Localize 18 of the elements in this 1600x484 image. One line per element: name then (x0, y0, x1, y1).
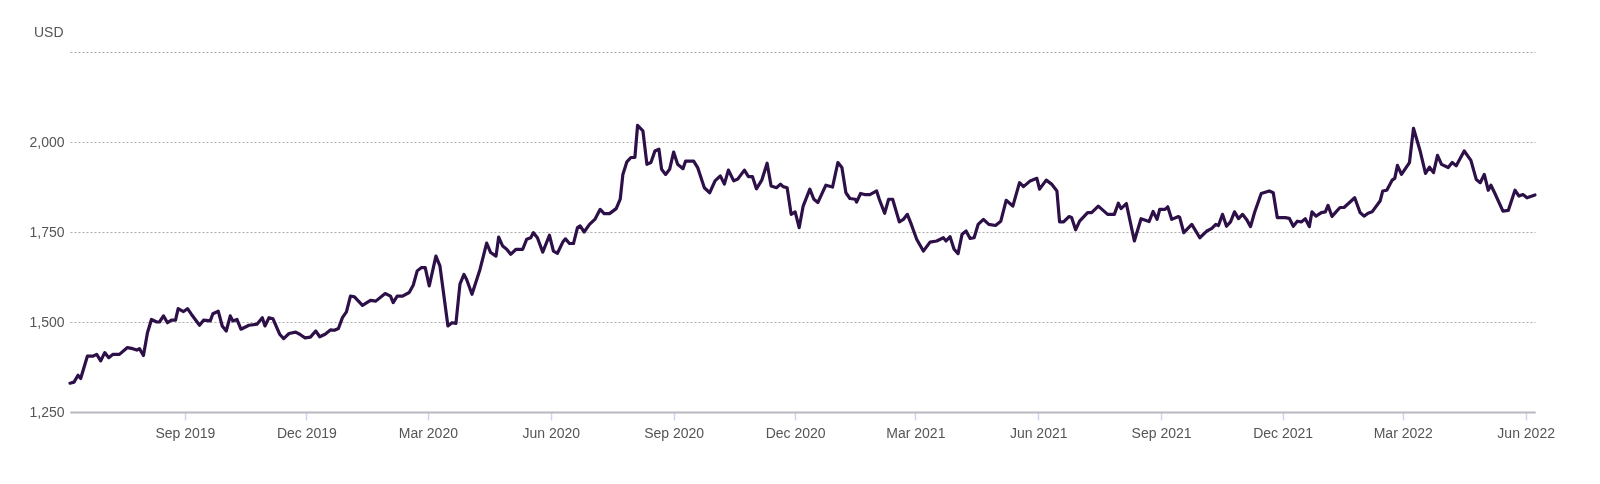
line-series (68, 123, 1537, 385)
x-tick-label: Dec 2019 (276, 424, 338, 441)
x-tick-label: Mar 2022 (1373, 424, 1434, 441)
x-tick-label: Dec 2020 (765, 424, 826, 441)
x-tick-label: Mar 2021 (886, 424, 946, 441)
y-tick-label: 1,750 (29, 223, 65, 240)
x-tick-label: Sep 2019 (155, 424, 216, 441)
y-tick-label: 2,000 (29, 133, 65, 150)
y-tick-label: 1,500 (29, 313, 65, 330)
x-tick-label: Jun 2022 (1497, 424, 1556, 441)
x-tick-label: Sep 2021 (1131, 424, 1192, 441)
x-tick-label: Sep 2020 (644, 424, 705, 441)
x-tick-label: Mar 2020 (398, 424, 459, 441)
y-axis-title: USD (33, 23, 64, 40)
x-tick-label: Jun 2021 (1009, 424, 1068, 441)
x-tick-label: Dec 2021 (1253, 424, 1314, 441)
x-tick-label: Jun 2020 (522, 424, 581, 441)
y-tick-label: 1,250 (29, 403, 65, 420)
